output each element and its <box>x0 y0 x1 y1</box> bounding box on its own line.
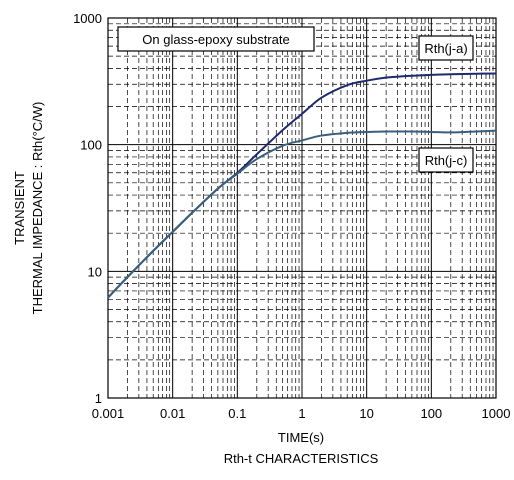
x-axis-label: TIME(s) <box>278 430 324 445</box>
plot-frame <box>107 17 497 399</box>
x-tick-label: 0.01 <box>160 406 185 421</box>
y-axis-label-line1: TRANSIENT <box>12 171 27 245</box>
annotation-text: On glass-epoxy substrate <box>142 32 289 47</box>
series-label-box-rth-j-c <box>418 147 474 173</box>
series-line-rth-j-c <box>107 129 497 299</box>
x-tick-label: 1 <box>298 406 305 421</box>
series-label-rth-j-c: Rth(j-c) <box>425 153 468 168</box>
y-axis-label-line2: THERMAL IMPEDANCE : Rth(°C/W) <box>30 102 45 315</box>
y-tick-label: 100 <box>80 138 102 153</box>
y-tick-label: 1000 <box>73 11 102 26</box>
annotation-box <box>117 26 315 52</box>
tick-labels: 0.001 0.01 0.1 1 10 100 1000 1 10 100 1000 <box>73 11 510 421</box>
y-tick-label: 10 <box>88 264 102 279</box>
x-tick-label: 0.1 <box>228 406 246 421</box>
x-tick-label: 100 <box>420 406 442 421</box>
series-label-box-rth-j-a <box>418 35 474 61</box>
series <box>107 72 497 299</box>
x-tick-label: 1000 <box>482 406 511 421</box>
chart-title: Rth-t CHARACTERISTICS <box>224 451 379 466</box>
x-tick-label: 0.001 <box>92 406 125 421</box>
y-tick-label: 1 <box>95 391 102 406</box>
series-label-rth-j-a: Rth(j-a) <box>424 41 467 56</box>
x-tick-label: 10 <box>359 406 373 421</box>
